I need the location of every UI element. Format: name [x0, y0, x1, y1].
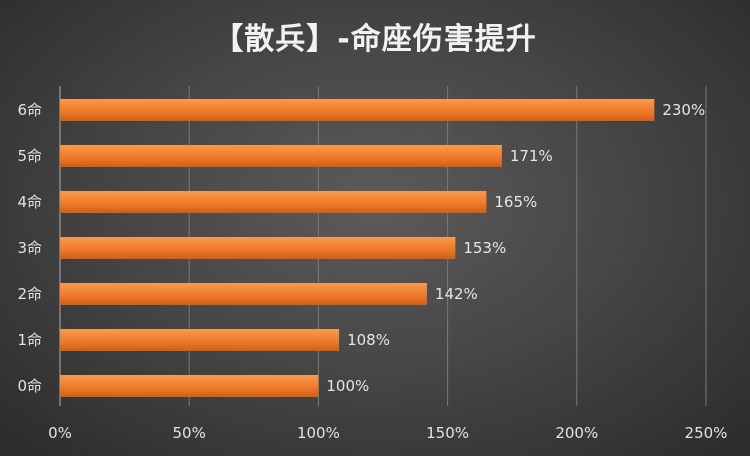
- bar: [60, 283, 427, 305]
- x-axis-labels: 0% 50% 100% 150% 200% 250%: [48, 424, 727, 442]
- bar: [60, 99, 655, 121]
- data-label: 100%: [326, 377, 369, 395]
- x-tick-label: 250%: [685, 424, 728, 442]
- y-category-label: 1命: [17, 331, 42, 349]
- data-label: 108%: [347, 331, 390, 349]
- data-label: 230%: [662, 101, 705, 119]
- y-category-label: 2命: [17, 285, 42, 303]
- bar: [60, 191, 487, 213]
- y-category-label: 6命: [17, 101, 42, 119]
- data-labels: 230% 171% 165% 153% 142% 108% 100%: [326, 101, 705, 395]
- y-category-label: 3命: [17, 239, 42, 257]
- y-category-label: 4命: [17, 193, 42, 211]
- bars: [60, 99, 655, 397]
- data-label: 142%: [435, 285, 478, 303]
- x-tick-label: 150%: [426, 424, 469, 442]
- data-label: 171%: [510, 147, 553, 165]
- x-tick-label: 0%: [48, 424, 72, 442]
- bar: [60, 329, 340, 351]
- x-tick-label: 50%: [173, 424, 206, 442]
- y-category-label: 0命: [17, 377, 42, 395]
- chart-title: 【散兵】-命座伤害提升: [213, 22, 537, 57]
- data-label: 153%: [463, 239, 506, 257]
- y-category-label: 5命: [17, 147, 42, 165]
- x-tick-label: 200%: [555, 424, 598, 442]
- bar: [60, 145, 502, 167]
- bar: [60, 237, 456, 259]
- y-axis-labels: 6命 5命 4命 3命 2命 1命 0命: [17, 101, 42, 395]
- x-tick-label: 100%: [297, 424, 340, 442]
- data-label: 165%: [494, 193, 537, 211]
- bar: [60, 375, 319, 397]
